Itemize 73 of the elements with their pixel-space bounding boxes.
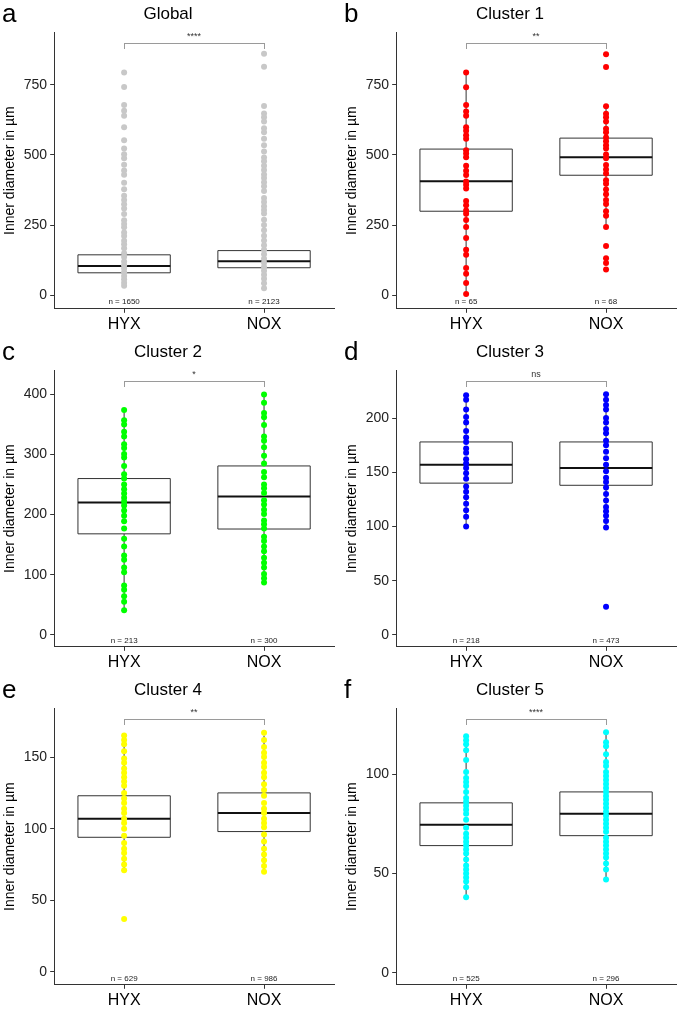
x-tick-label: NOX: [588, 314, 624, 332]
y-tick-label: 0: [39, 625, 48, 642]
annotation: n = 300: [250, 635, 279, 645]
chart-title: Global: [143, 3, 193, 23]
x-tick-label: HYX: [449, 314, 483, 332]
annotation: n = 525: [452, 974, 481, 983]
x-tick-label: HYX: [449, 990, 483, 1008]
chart-title: Cluster 3: [475, 341, 545, 361]
text: c: [2, 336, 15, 367]
text: e: [2, 674, 17, 705]
annotation: ****: [187, 31, 202, 42]
y-tick-label: 0: [381, 286, 390, 303]
y-axis-title: Inner diameter in µm: [1, 444, 18, 573]
annotation: n = 986: [250, 973, 279, 983]
y-axis-title: Inner diameter in µm: [1, 782, 18, 911]
annotation: ns: [531, 369, 542, 380]
y-tick-label: 100: [365, 764, 390, 781]
y-tick-label: 200: [365, 408, 390, 425]
y-tick-label: 100: [23, 565, 48, 582]
x-tick-label: NOX: [246, 990, 282, 1008]
x-tick-label: NOX: [246, 652, 282, 670]
y-tick-label: 500: [365, 145, 390, 162]
y-tick-label: 750: [23, 75, 48, 92]
y-axis-title: Inner diameter in µm: [1, 106, 18, 235]
y-axis-title: Inner diameter in µm: [343, 782, 360, 911]
annotation: n = 218: [452, 636, 481, 645]
y-tick-label: 100: [23, 819, 48, 836]
annotation: n = 1650: [108, 297, 141, 307]
text: f: [344, 674, 352, 705]
annotation: n = 65: [454, 297, 478, 307]
y-tick-label: 0: [39, 962, 48, 979]
y-tick-label: 300: [23, 445, 48, 462]
annotation: **: [532, 31, 541, 42]
y-tick-label: 150: [23, 747, 48, 764]
y-tick-label: 500: [23, 145, 48, 162]
chart-title: Cluster 4: [133, 679, 203, 699]
x-tick-label: HYX: [107, 314, 141, 332]
x-tick-label: HYX: [107, 990, 141, 1008]
y-tick-label: 250: [365, 216, 390, 233]
text: b: [344, 0, 359, 29]
y-tick-label: 750: [365, 75, 390, 92]
annotation: n = 68: [594, 297, 618, 307]
y-tick-label: 50: [373, 571, 390, 588]
chart-title: Cluster 2: [133, 341, 203, 361]
x-tick-label: NOX: [246, 314, 282, 332]
x-tick-label: HYX: [107, 652, 141, 670]
x-tick-label: NOX: [588, 652, 624, 670]
y-tick-label: 100: [365, 517, 390, 534]
annotation: n = 629: [110, 973, 139, 983]
y-tick-label: 50: [373, 864, 390, 881]
y-tick-label: 250: [23, 216, 48, 233]
y-axis-title: Inner diameter in µm: [343, 444, 360, 573]
annotation: n = 2123: [248, 297, 281, 307]
x-tick-label: NOX: [588, 990, 624, 1008]
annotation: n = 473: [592, 636, 621, 645]
x-tick-label: HYX: [449, 652, 483, 670]
y-tick-label: 0: [381, 963, 390, 980]
y-tick-label: 50: [31, 891, 48, 908]
y-axis-title: Inner diameter in µm: [343, 106, 360, 235]
y-tick-label: 0: [381, 625, 390, 642]
text: a: [2, 0, 17, 29]
y-tick-label: 400: [23, 385, 48, 402]
chart-title: Cluster 5: [475, 679, 545, 699]
annotation: n = 296: [592, 974, 621, 983]
y-tick-label: 150: [365, 463, 390, 480]
y-tick-label: 0: [39, 286, 48, 303]
y-tick-label: 200: [23, 505, 48, 522]
annotation: *: [192, 369, 197, 380]
annotation: **: [190, 707, 199, 718]
annotation: ****: [529, 707, 544, 718]
chart-title: Cluster 1: [475, 3, 545, 23]
annotation: n = 213: [110, 635, 139, 645]
text: d: [344, 336, 359, 367]
